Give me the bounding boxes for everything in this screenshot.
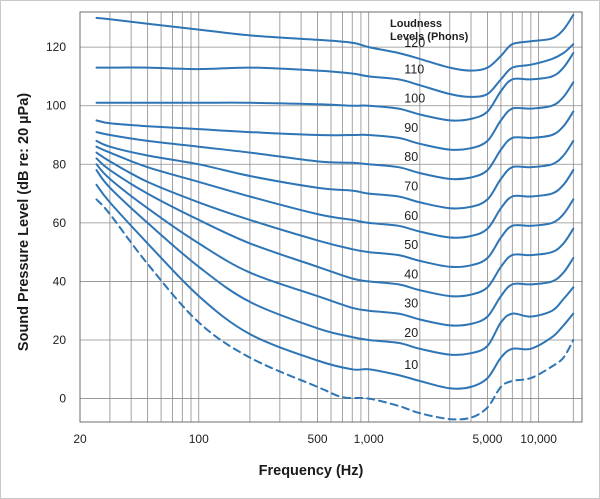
y-tick-label: 120 bbox=[46, 40, 66, 54]
y-tick-label: 40 bbox=[53, 274, 67, 288]
threshold-curve bbox=[95, 198, 575, 421]
x-tick-label: 100 bbox=[189, 432, 209, 446]
loudness-curve-60 bbox=[95, 145, 575, 239]
curves bbox=[95, 13, 575, 421]
y-tick-labels: 0 20 40 60 80 100 120 bbox=[46, 40, 66, 405]
curve-label: 10 bbox=[404, 358, 418, 372]
y-axis-title: Sound Pressure Level (dB re: 20 µPa) bbox=[16, 93, 32, 351]
loudness-curve-110 bbox=[95, 43, 575, 98]
y-tick-label: 20 bbox=[53, 333, 67, 347]
curve-label: 100 bbox=[404, 92, 425, 106]
loudness-curve-100 bbox=[95, 52, 575, 122]
curve-label: 20 bbox=[404, 326, 418, 340]
loudness-curve-120 bbox=[95, 13, 575, 72]
curve-label: 90 bbox=[404, 121, 418, 135]
x-tick-label: 500 bbox=[308, 432, 328, 446]
x-tick-label: 20 bbox=[73, 432, 87, 446]
curve-label: 120 bbox=[404, 36, 425, 50]
x-axis-title: Frequency (Hz) bbox=[259, 463, 364, 479]
curve-label: 50 bbox=[404, 238, 418, 252]
curve-labels: 10 20 30 40 50 60 70 80 90 100 110 120 bbox=[404, 36, 425, 372]
curve-label: 30 bbox=[404, 297, 418, 311]
curve-label: 60 bbox=[404, 209, 418, 223]
curve-label: 40 bbox=[404, 267, 418, 281]
plot-border bbox=[79, 11, 583, 423]
loudness-curve-20 bbox=[95, 169, 575, 356]
legend-title-line-1: Loudness bbox=[390, 18, 442, 30]
loudness-curve-10 bbox=[95, 183, 575, 390]
curve-label: 110 bbox=[404, 62, 424, 76]
legend-title-line-2: Levels (Phons) bbox=[390, 31, 469, 43]
y-tick-label: 0 bbox=[59, 392, 66, 406]
x-tick-label: 5,000 bbox=[472, 432, 502, 446]
loudness-curve-70 bbox=[95, 139, 575, 210]
loudness-curve-90 bbox=[95, 81, 575, 151]
loudness-curve-40 bbox=[95, 157, 575, 298]
loudness-curve-50 bbox=[95, 151, 575, 269]
curve-label: 70 bbox=[404, 180, 418, 194]
y-tick-label: 80 bbox=[53, 157, 67, 171]
y-tick-label: 100 bbox=[46, 99, 66, 113]
curve-label: 80 bbox=[404, 150, 418, 164]
y-tick-label: 60 bbox=[53, 216, 67, 230]
x-tick-label: 10,000 bbox=[520, 432, 557, 446]
x-tick-label: 1,000 bbox=[354, 432, 384, 446]
loudness-curve-80 bbox=[95, 110, 575, 181]
x-tick-labels: 20 100 500 1,000 5,000 10,000 bbox=[73, 432, 557, 446]
loudness-curve-30 bbox=[95, 163, 575, 327]
